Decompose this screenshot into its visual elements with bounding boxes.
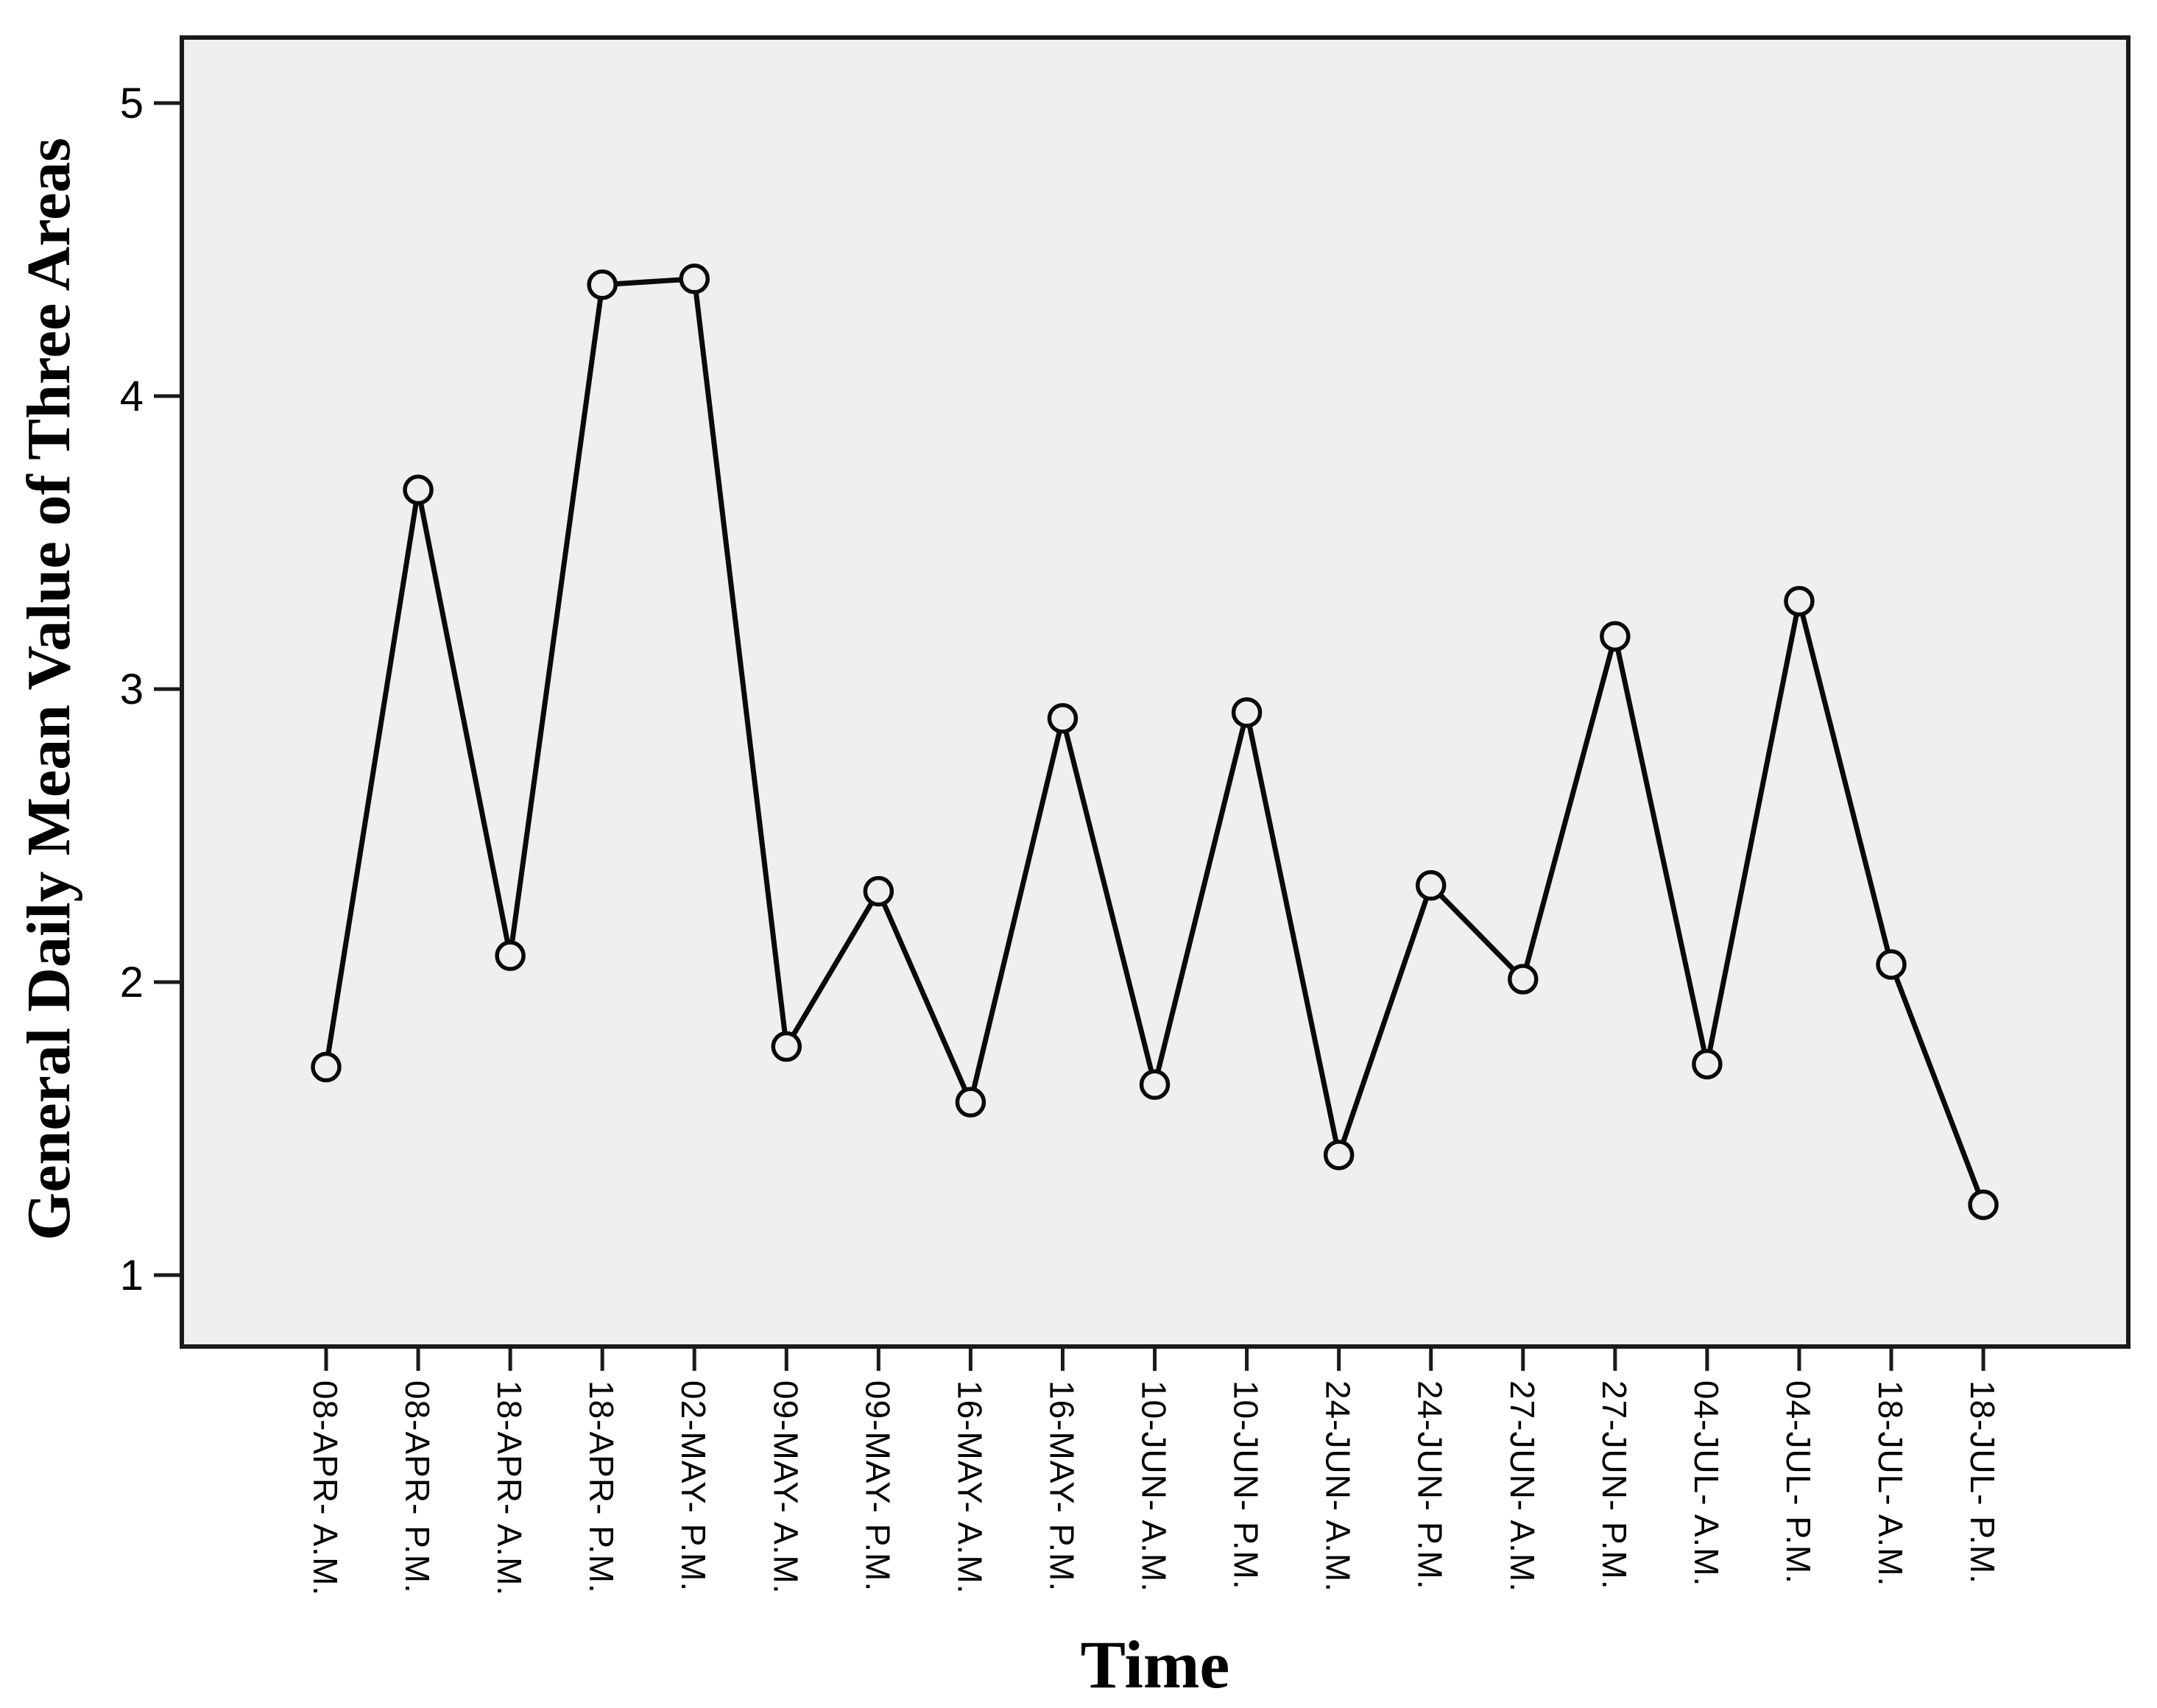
x-category-label: 18-JUL- P.M. [1963,1380,2002,1584]
data-point-marker [403,474,434,506]
data-point-marker [495,940,526,971]
data-point-marker [1415,869,1447,901]
x-category-label: 09-MAY- A.M. [766,1380,805,1595]
y-tick-label: 4 [120,373,144,420]
data-point-marker [863,875,894,907]
data-point-marker [1047,703,1078,734]
x-category-label: 18-JUL- A.M. [1871,1380,1910,1587]
data-point-marker [1784,585,1815,617]
data-point-marker [1600,621,1631,652]
x-category-label: 10-JUN- A.M. [1135,1380,1173,1592]
data-point-marker [1323,1140,1355,1171]
x-category-label: 24-JUN- P.M. [1411,1380,1450,1590]
x-category-label: 27-JUN- P.M. [1595,1380,1634,1590]
data-point-marker [1231,697,1263,728]
data-point-marker [587,269,618,300]
y-tick-label: 2 [120,959,144,1006]
x-category-label: 08-APR- A.M. [306,1380,345,1596]
data-point-marker [771,1031,802,1062]
data-point-marker [311,1051,342,1083]
data-point-marker [1876,949,1907,980]
x-category-label: 10-JUN- P.M. [1227,1380,1265,1590]
data-point-marker [1508,964,1539,995]
x-category-label: 18-APR- A.M. [490,1380,529,1596]
x-category-label: 09-MAY- P.M. [858,1380,897,1592]
x-category-label: 08-APR- P.M. [398,1380,437,1594]
x-category-label: 18-APR- P.M. [582,1380,621,1594]
data-point-marker [679,264,710,294]
x-category-label: 16-MAY- P.M. [1042,1380,1081,1592]
x-category-label: 16-MAY- A.M. [950,1380,989,1595]
x-category-label: 04-JUL- P.M. [1779,1380,1818,1584]
data-point-marker [955,1087,986,1118]
x-category-label: 04-JUL- A.M. [1687,1380,1726,1587]
y-axis-title: General Daily Mean Value of Three Areas [15,138,83,1241]
data-point-marker [1139,1069,1171,1101]
data-point-marker [1968,1189,1999,1221]
data-point-marker [1692,1048,1723,1080]
x-category-label: 02-MAY- P.M. [674,1380,713,1592]
y-tick-label: 1 [120,1252,144,1299]
y-tick-label: 3 [120,666,144,713]
x-category-label: 27-JUN- A.M. [1503,1380,1542,1592]
y-tick-label: 5 [120,80,144,127]
x-category-label: 24-JUN- A.M. [1319,1380,1358,1592]
plot-area [180,35,2130,1349]
x-axis-title: Time [1081,1627,1230,1702]
